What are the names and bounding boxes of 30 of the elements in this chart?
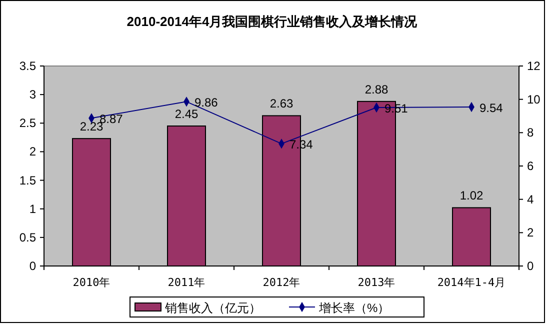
y2-tick-label: 12	[527, 59, 541, 73]
y2-tick-label: 10	[527, 92, 541, 106]
legend-label: 销售收入（亿元）	[164, 301, 261, 315]
data-label: 2.63	[270, 96, 294, 111]
y2-tick-label: 6	[527, 159, 534, 173]
y-tick-label: 3.5	[19, 59, 36, 73]
y-tick-label: 0	[29, 259, 36, 273]
legend-label: 增长率（%）	[318, 301, 390, 315]
x-tick-label: 2014年1-4月	[437, 276, 506, 289]
y2-tick-label: 4	[527, 192, 534, 206]
y-tick-label: 3	[29, 88, 36, 102]
y2-tick-label: 2	[527, 226, 534, 240]
x-tick-label: 2011年	[168, 276, 206, 289]
data-label: 9.86	[194, 96, 218, 110]
y2-tick-label: 8	[527, 126, 534, 140]
x-tick-label: 2013年	[358, 276, 396, 289]
y-tick-label: 1	[29, 202, 36, 216]
y-tick-label: 1.5	[19, 173, 36, 188]
y2-tick-label: 0	[527, 259, 534, 273]
data-label: 2.45	[174, 107, 198, 121]
chart-title: 2010-2014年4月我国围棋行业销售收入及增长情况	[126, 14, 418, 29]
data-label: 9.51	[384, 102, 408, 116]
y-tick-label: 2	[29, 144, 36, 159]
x-tick-label: 2010年	[72, 276, 110, 289]
data-label: 9.54	[480, 101, 504, 115]
data-label: 2.88	[364, 82, 388, 96]
y-tick-label: 2.5	[19, 116, 36, 130]
y-tick-label: 0.5	[19, 230, 36, 244]
x-tick-label: 2012年	[262, 276, 300, 289]
data-label: 1.02	[460, 188, 484, 203]
